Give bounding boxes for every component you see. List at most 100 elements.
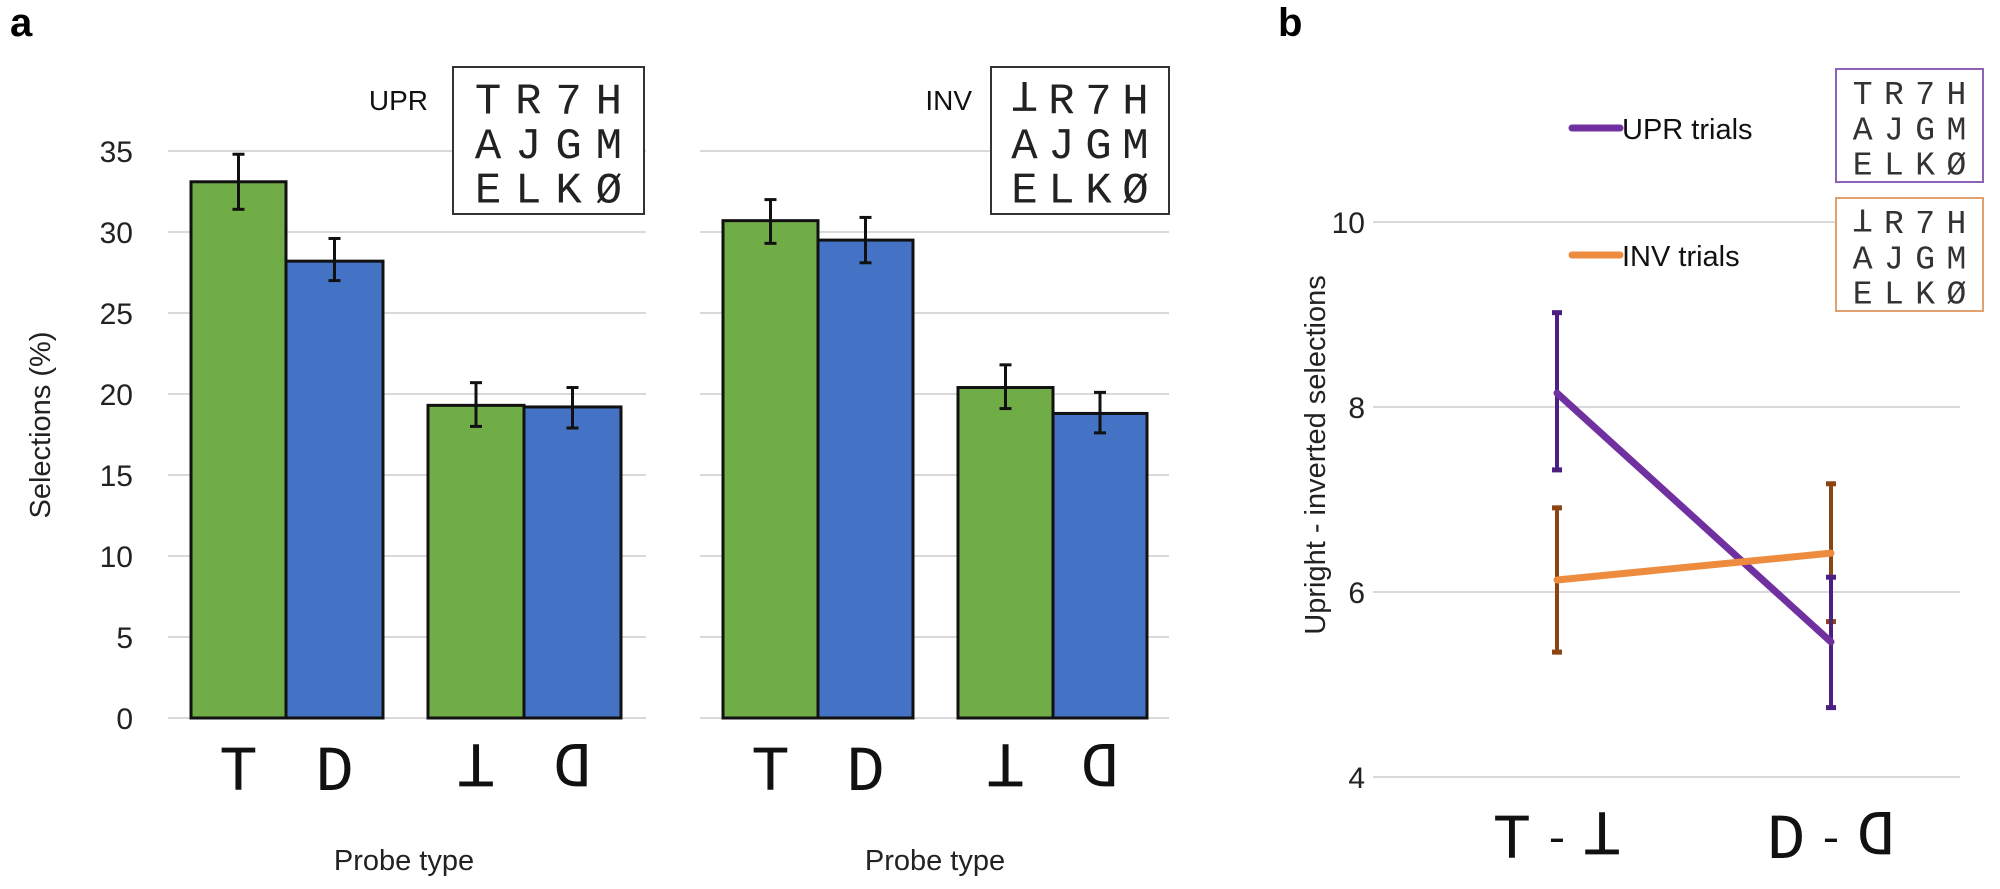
error-bars [764,198,1106,435]
data-point [1556,392,1558,394]
stimulus-letter: H [1946,77,1966,114]
x-tick-glyph-upright: D [1767,806,1805,878]
stimulus-letter: 7 [1915,77,1935,114]
bar [721,219,820,720]
stimulus-letter: T [1011,68,1037,118]
stimulus-letter: R [1884,77,1904,114]
x-tick-label: T [986,724,1024,796]
bar [956,386,1055,720]
y-tick-labels: 0 5 10 15 20 25 30 35 [100,136,133,736]
stimulus-letter: K [1915,147,1935,184]
stimulus-letter: Ø [1946,276,1966,313]
x-tick-label: D [553,724,591,796]
bars [721,219,1149,720]
stimulus-grid-inv: T R 7 H A J G M E L K Ø [990,66,1170,217]
y-tick-label: 20 [100,379,133,412]
data-point [1830,641,1832,643]
stimulus-letter: 7 [1915,206,1935,243]
y-tick-label: 4 [1348,762,1365,795]
stimulus-letter: L [1048,167,1074,217]
stimulus-letter: 7 [555,78,581,128]
x-tick-dash: - [1818,816,1844,866]
legend-label-upr: UPR trials [1622,114,1753,146]
stimulus-grid-inv-trials: T R 7 H A J G M E L K Ø [1835,197,1984,313]
stimulus-letter: L [1884,147,1904,184]
stimulus-letter: E [475,167,501,217]
legend: UPR trials INV trials T R 7 HA J G ME L K Ø T R 7 HA… [1568,68,1984,313]
stimulus-letter: T [1853,199,1873,236]
stimulus-letter: Ø [1122,167,1148,217]
bar [1051,411,1149,720]
x-axis-title: Probe type [334,845,474,877]
stimulus-letter: R [515,78,541,128]
stimulus-letter: T [475,78,501,128]
error-bars [1552,310,1836,711]
condition-label-inv: INV [925,85,972,116]
bar [284,259,385,720]
x-tick-glyph-upright: T [1493,806,1531,878]
x-tick-label: D [846,738,884,810]
x-tick-dash: - [1544,816,1570,866]
bars [189,180,623,720]
x-tick-label: T-T [1493,792,1621,878]
x-tick-label: D [1081,724,1119,796]
stimulus-letter: A [475,122,502,172]
stimulus-grid-frame [1835,68,1984,183]
error-bars [232,152,579,430]
x-tick-label: T [751,738,789,810]
stimulus-grid-upr: T R 7 H A J G M E L K Ø [452,66,645,217]
x-tick-glyph-inverted: T [1583,792,1621,864]
stimulus-letter: R [1048,78,1074,128]
y-tick-label: 30 [100,217,133,250]
y-tick-label: 6 [1348,577,1365,610]
stimulus-letter: 7 [1085,78,1111,128]
stimulus-letter: G [1085,122,1111,172]
stimulus-letter: H [596,78,622,128]
stimulus-grid-frame [1835,197,1984,312]
series-line-upr [1553,389,1835,646]
stimulus-letter: J [1048,122,1074,172]
stimulus-letter: K [1085,167,1112,217]
x-tick-label: D-D [1767,792,1895,878]
stimulus-letter: R [1884,206,1904,243]
bar [816,238,915,720]
stimulus-letter: H [1946,206,1966,243]
stimulus-grid-upr-trials: T R 7 H A J G M E L K Ø [1835,68,1984,184]
legend-label-inv: INV trials [1622,241,1740,273]
stimulus-letter: E [1853,276,1873,313]
stimulus-letter: A [1011,122,1038,172]
series-line-inv [1553,549,1835,584]
y-tick-label: 5 [116,622,133,655]
y-tick-label: 35 [100,136,133,169]
stimulus-letter: A [1853,112,1873,149]
stimulus-letter: H [1122,78,1148,128]
stimulus-letter: J [1884,112,1904,149]
bar [189,180,288,720]
series-lines [1553,389,1835,646]
stimulus-letter: J [1884,241,1904,278]
y-tick-label: 8 [1348,392,1365,425]
stimulus-letter: T [1853,77,1873,114]
stimulus-letter: Ø [1946,147,1966,184]
stimulus-letter: G [1915,112,1935,149]
stimulus-grid-frame [452,66,645,215]
x-tick-label: T [457,724,495,796]
x-axis-title: Probe type [865,845,1005,877]
bar [426,403,526,720]
data-point [1556,579,1558,581]
y-tick-labels: 4 6 8 10 [1332,207,1365,795]
stimulus-letter: E [1853,147,1873,184]
panel-b-y-axis-title: Upright - inverted selections [1300,275,1332,634]
stimulus-letter: L [515,167,541,217]
stimulus-letter: M [596,122,622,172]
data-point [1830,552,1832,554]
stimulus-letter: G [555,122,581,172]
y-tick-label: 0 [116,703,133,736]
x-tick-label: T [219,738,257,810]
